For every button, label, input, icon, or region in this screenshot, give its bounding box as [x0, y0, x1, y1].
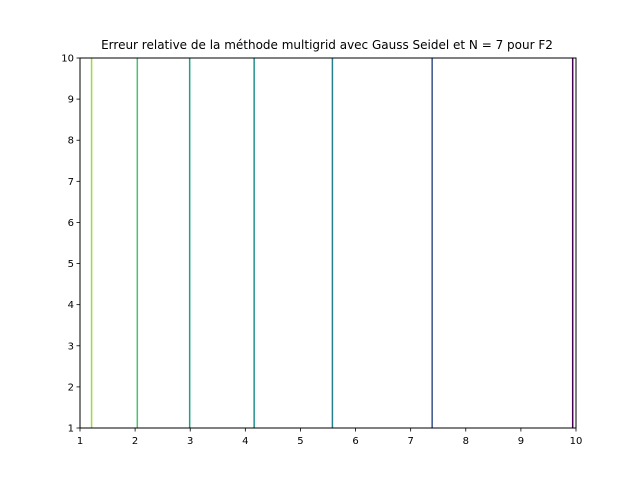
y-tick-label: 7	[68, 177, 74, 188]
chart-title: Erreur relative de la méthode multigrid …	[101, 38, 553, 52]
y-tick-label: 1	[68, 424, 74, 435]
y-tick-label: 5	[68, 259, 74, 270]
x-tick-label: 2	[132, 436, 138, 447]
x-tick-label: 5	[297, 436, 303, 447]
y-tick-label: 8	[68, 136, 74, 147]
series-layer	[90, 58, 574, 428]
y-tick-label: 4	[68, 300, 74, 311]
x-tick-label: 1	[77, 436, 83, 447]
x-tick-label: 4	[242, 436, 248, 447]
x-tick-label: 7	[407, 436, 413, 447]
x-tick-label: 3	[187, 436, 193, 447]
y-tick-label: 2	[68, 382, 74, 393]
x-tick-label: 10	[570, 436, 583, 447]
y-tick-label: 10	[61, 54, 74, 65]
x-tick-label: 9	[518, 436, 524, 447]
y-tick-label: 6	[68, 218, 74, 229]
plot-frame	[79, 57, 577, 429]
y-tick-label: 9	[68, 95, 74, 106]
ticks-layer: 1 2 3 4 5 6 7 8 9 10 1 2 3 4 5 6 7 8 9 10	[61, 54, 582, 448]
y-tick-label: 3	[68, 341, 74, 352]
x-tick-label: 8	[463, 436, 469, 447]
x-tick-label: 6	[352, 436, 358, 447]
